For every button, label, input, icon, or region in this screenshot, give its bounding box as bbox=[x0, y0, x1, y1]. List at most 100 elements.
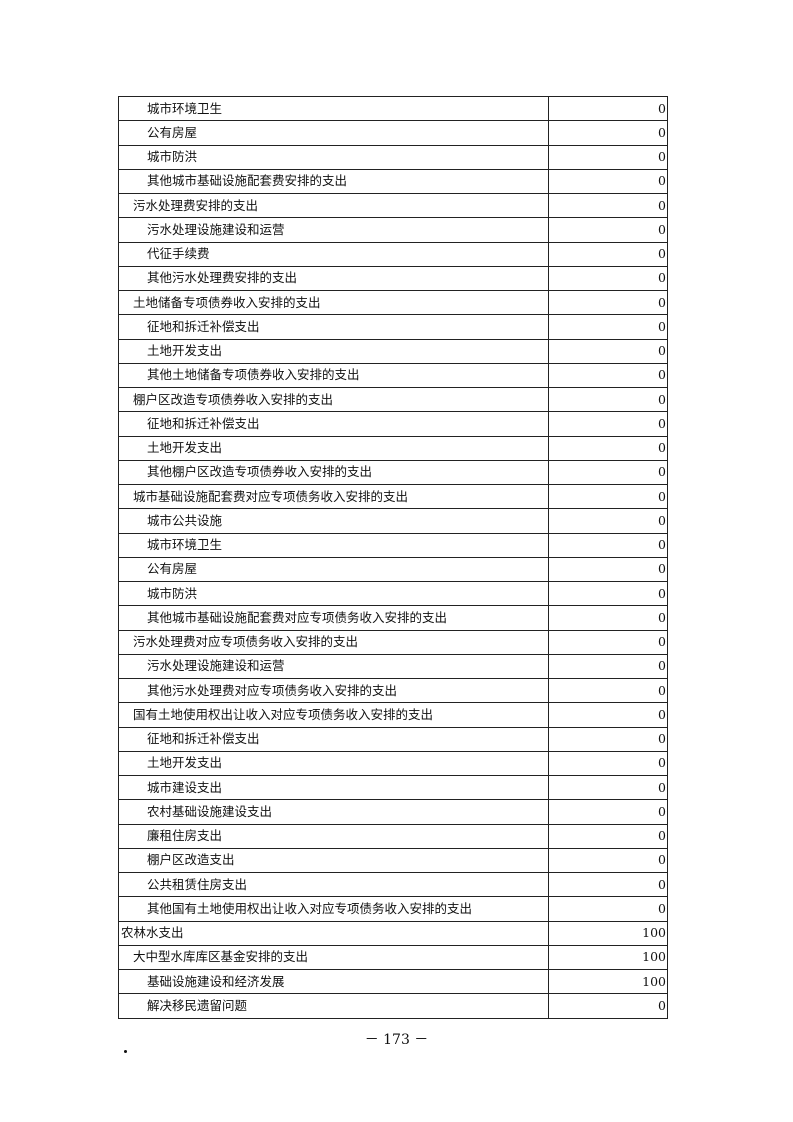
row-label: 其他城市基础设施配套费对应专项债务收入安排的支出 bbox=[118, 605, 549, 631]
table-row: 公有房屋 0 bbox=[118, 120, 668, 146]
table-row: 其他污水处理费安排的支出 0 bbox=[118, 265, 668, 292]
stray-dot bbox=[124, 1050, 127, 1053]
row-label: 其他棚户区改造专项债券收入安排的支出 bbox=[118, 459, 549, 486]
table-row: 其他国有土地使用权出让收入对应专项债务收入安排的支出 0 bbox=[118, 896, 668, 922]
row-value: 0 bbox=[548, 896, 668, 922]
table-row: 土地开发支出 0 bbox=[118, 338, 668, 364]
row-value: 0 bbox=[548, 192, 668, 219]
row-value: 100 bbox=[548, 968, 668, 995]
row-label: 基础设施建设和经济发展 bbox=[118, 968, 549, 995]
row-label: 征地和拆迁补偿支出 bbox=[118, 314, 549, 340]
row-label: 其他污水处理费安排的支出 bbox=[118, 265, 549, 292]
row-label: 污水处理设施建设和运营 bbox=[118, 653, 549, 680]
row-label: 土地开发支出 bbox=[118, 435, 549, 461]
row-value: 0 bbox=[548, 338, 668, 364]
table-row: 基础设施建设和经济发展 100 bbox=[118, 968, 668, 995]
row-label: 棚户区改造专项债券收入安排的支出 bbox=[118, 386, 549, 413]
row-label: 城市基础设施配套费对应专项债务收入安排的支出 bbox=[118, 483, 549, 510]
row-value: 0 bbox=[548, 871, 668, 898]
table-row: 征地和拆迁补偿支出 0 bbox=[118, 314, 668, 340]
table-row: 征地和拆迁补偿支出 0 bbox=[118, 411, 668, 437]
row-value: 0 bbox=[548, 386, 668, 413]
row-value: 0 bbox=[548, 993, 668, 1019]
row-value: 0 bbox=[548, 702, 668, 728]
table-row: 解决移民遗留问题 0 bbox=[118, 993, 668, 1019]
row-value: 0 bbox=[548, 265, 668, 292]
row-label: 城市建设支出 bbox=[118, 774, 549, 801]
row-label: 征地和拆迁补偿支出 bbox=[118, 726, 549, 752]
row-value: 0 bbox=[548, 411, 668, 437]
row-value: 0 bbox=[548, 95, 668, 122]
row-value: 0 bbox=[548, 314, 668, 340]
table-row: 污水处理费安排的支出 0 bbox=[118, 192, 668, 219]
table-row: 城市防洪 0 bbox=[118, 144, 668, 170]
table-row: 其他污水处理费对应专项债务收入安排的支出 0 bbox=[118, 677, 668, 704]
table-row: 棚户区改造支出 0 bbox=[118, 847, 668, 874]
row-label: 国有土地使用权出让收入对应专项债务收入安排的支出 bbox=[118, 702, 549, 728]
row-value: 0 bbox=[548, 823, 668, 849]
row-value: 0 bbox=[548, 483, 668, 510]
row-value: 0 bbox=[548, 289, 668, 316]
row-value: 0 bbox=[548, 653, 668, 680]
table-row: 城市公共设施 0 bbox=[118, 508, 668, 534]
row-label: 农林水支出 bbox=[118, 920, 549, 946]
row-value: 0 bbox=[548, 726, 668, 752]
row-value: 0 bbox=[548, 532, 668, 558]
row-label: 土地开发支出 bbox=[118, 750, 549, 777]
row-value: 0 bbox=[548, 435, 668, 461]
row-value: 0 bbox=[548, 120, 668, 146]
row-value: 100 bbox=[548, 920, 668, 946]
table-row: 其他城市基础设施配套费对应专项债务收入安排的支出 0 bbox=[118, 605, 668, 631]
row-label: 廉租住房支出 bbox=[118, 823, 549, 849]
row-value: 0 bbox=[548, 799, 668, 825]
row-label: 城市防洪 bbox=[118, 580, 549, 607]
row-label: 农村基础设施建设支出 bbox=[118, 799, 549, 825]
table-row: 其他棚户区改造专项债券收入安排的支出 0 bbox=[118, 459, 668, 486]
row-value: 0 bbox=[548, 459, 668, 486]
row-label: 其他城市基础设施配套费安排的支出 bbox=[118, 168, 549, 195]
row-label: 大中型水库库区基金安排的支出 bbox=[118, 944, 549, 971]
table-row: 国有土地使用权出让收入对应专项债务收入安排的支出 0 bbox=[118, 702, 668, 728]
row-label: 棚户区改造支出 bbox=[118, 847, 549, 874]
table-row: 征地和拆迁补偿支出 0 bbox=[118, 726, 668, 752]
row-label: 土地储备专项债券收入安排的支出 bbox=[118, 289, 549, 316]
table-row: 城市环境卫生 0 bbox=[118, 532, 668, 558]
row-value: 0 bbox=[548, 677, 668, 704]
row-label: 城市环境卫生 bbox=[118, 532, 549, 558]
table-row: 土地储备专项债券收入安排的支出 0 bbox=[118, 289, 668, 316]
row-label: 其他国有土地使用权出让收入对应专项债务收入安排的支出 bbox=[118, 896, 549, 922]
row-label: 污水处理设施建设和运营 bbox=[118, 217, 549, 243]
table-row: 公有房屋 0 bbox=[118, 556, 668, 583]
table-row: 城市防洪 0 bbox=[118, 580, 668, 607]
row-value: 0 bbox=[548, 362, 668, 389]
row-label: 其他土地储备专项债券收入安排的支出 bbox=[118, 362, 549, 389]
table-row: 其他城市基础设施配套费安排的支出 0 bbox=[118, 168, 668, 195]
row-label: 其他污水处理费对应专项债务收入安排的支出 bbox=[118, 677, 549, 704]
row-value: 0 bbox=[548, 144, 668, 170]
table-row: 代征手续费 0 bbox=[118, 241, 668, 267]
row-label: 污水处理费安排的支出 bbox=[118, 192, 549, 219]
row-label: 土地开发支出 bbox=[118, 338, 549, 364]
page-number: － 173 － bbox=[364, 1032, 429, 1048]
table-row: 棚户区改造专项债券收入安排的支出 0 bbox=[118, 386, 668, 413]
table-row: 农林水支出 100 bbox=[118, 920, 668, 946]
row-value: 0 bbox=[548, 508, 668, 534]
row-value: 100 bbox=[548, 944, 668, 971]
row-label: 公有房屋 bbox=[118, 556, 549, 583]
row-label: 解决移民遗留问题 bbox=[118, 993, 549, 1019]
row-value: 0 bbox=[548, 241, 668, 267]
row-value: 0 bbox=[548, 629, 668, 655]
table-row: 污水处理设施建设和运营 0 bbox=[118, 653, 668, 680]
row-value: 0 bbox=[548, 217, 668, 243]
row-value: 0 bbox=[548, 580, 668, 607]
table-row: 城市基础设施配套费对应专项债务收入安排的支出 0 bbox=[118, 483, 668, 510]
row-value: 0 bbox=[548, 605, 668, 631]
row-value: 0 bbox=[548, 168, 668, 195]
table-row: 土地开发支出 0 bbox=[118, 435, 668, 461]
row-label: 征地和拆迁补偿支出 bbox=[118, 411, 549, 437]
row-label: 公共租赁住房支出 bbox=[118, 871, 549, 898]
table-row: 农村基础设施建设支出 0 bbox=[118, 799, 668, 825]
row-value: 0 bbox=[548, 774, 668, 801]
row-label: 城市公共设施 bbox=[118, 508, 549, 534]
row-value: 0 bbox=[548, 750, 668, 777]
